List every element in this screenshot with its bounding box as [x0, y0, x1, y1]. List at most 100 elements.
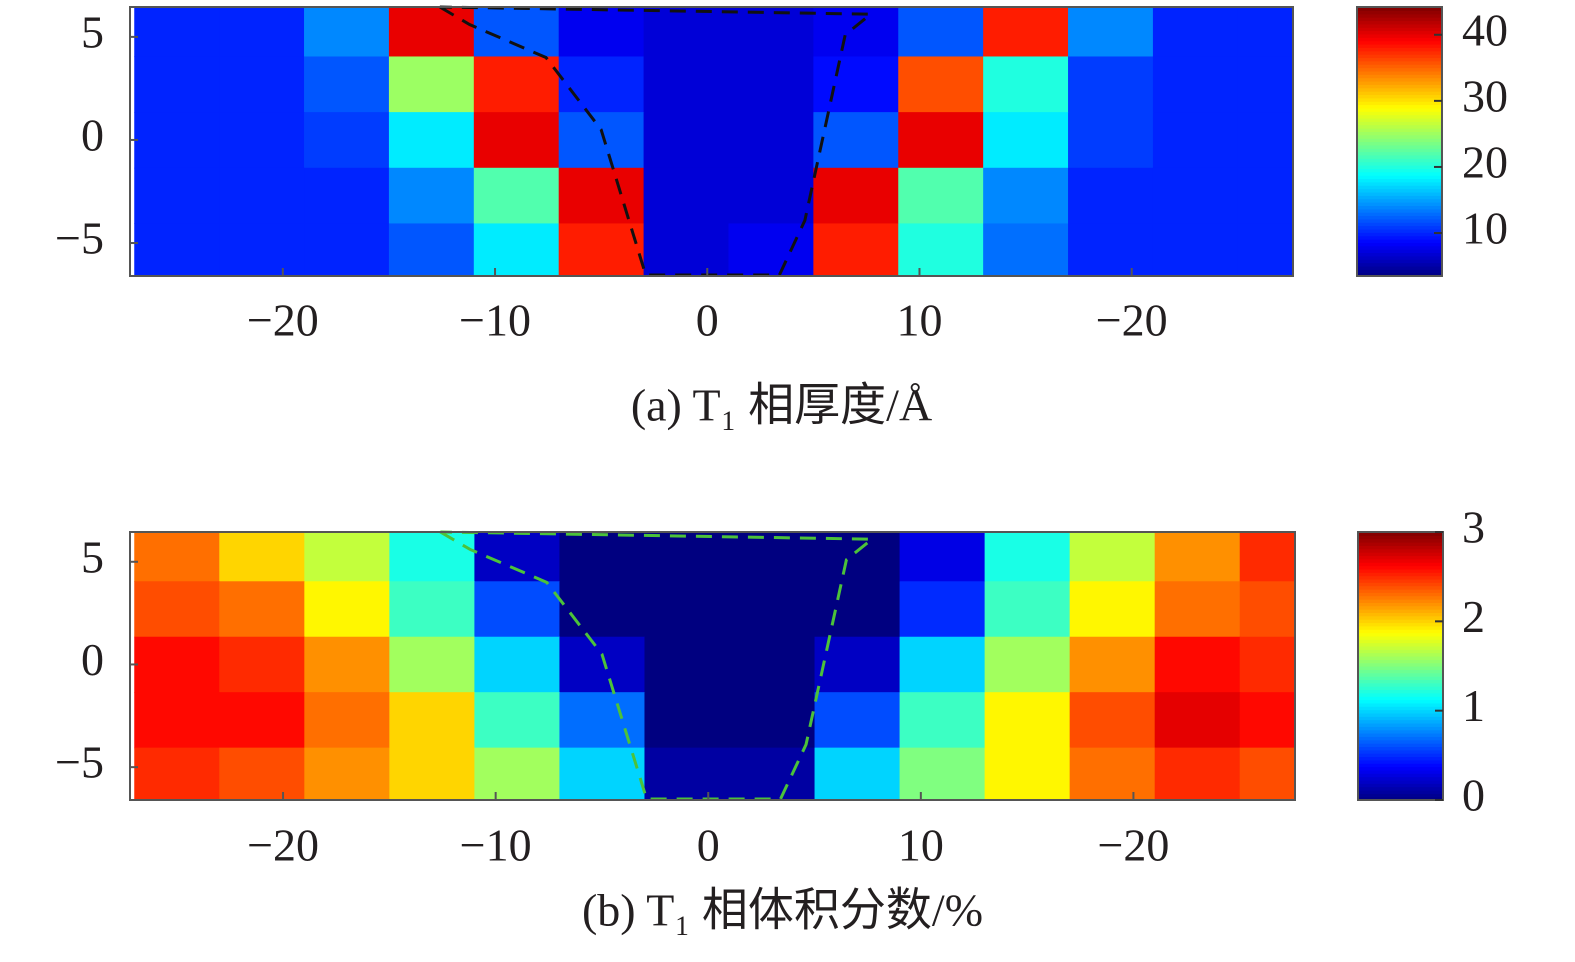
colorbar-step — [1358, 682, 1443, 687]
heatmap-cell — [1237, 112, 1293, 169]
colorbar-step — [1358, 763, 1443, 768]
colorbar-step — [1357, 202, 1442, 206]
heatmap-cell — [983, 167, 1069, 225]
heatmap-cell — [1069, 532, 1156, 582]
colorbar-step — [1358, 625, 1443, 630]
colorbar-step — [1358, 578, 1443, 583]
colorbar-step — [1357, 138, 1442, 143]
colorbar-step — [1358, 548, 1443, 553]
plot-frame — [129, 6, 1294, 277]
colorbar-step — [1358, 753, 1443, 758]
colorbar-step — [1358, 632, 1443, 637]
colorbar-step — [1358, 726, 1443, 731]
heatmap-cell — [304, 636, 390, 693]
heatmap-cell — [1239, 636, 1295, 693]
colorbar-step — [1357, 47, 1442, 52]
heatmap-cell — [219, 532, 305, 582]
heatmap-cell — [134, 112, 220, 169]
colorbar-step — [1358, 692, 1443, 697]
heatmap-cell — [558, 223, 645, 276]
heatmap-cell — [389, 532, 475, 582]
heatmap-cell — [729, 532, 816, 582]
colorbar-step — [1358, 602, 1443, 607]
heatmap-cell — [899, 581, 986, 638]
colorbar-step — [1358, 702, 1443, 707]
colorbar-step — [1357, 128, 1442, 133]
colorbar-step — [1358, 642, 1443, 647]
colorbar-step — [1357, 91, 1442, 96]
colorbar-step — [1358, 552, 1443, 557]
heatmap-cell — [304, 56, 390, 113]
heatmap-cell — [898, 56, 984, 113]
colorbar-step — [1357, 215, 1442, 220]
heatmap-cell — [304, 692, 390, 749]
heatmap-cell — [559, 636, 646, 693]
heatmap-cell — [1069, 636, 1156, 693]
heatmap-cell — [304, 7, 390, 58]
colorbar-step — [1358, 649, 1443, 654]
heatmap-cell — [134, 747, 220, 800]
heatmap-cell — [389, 581, 475, 638]
heatmap-cell — [813, 56, 899, 113]
x-tick-label: 0 — [696, 295, 719, 346]
x-tick-label: −10 — [460, 820, 532, 871]
heatmap-cell — [899, 747, 986, 800]
heatmap-cell — [728, 223, 814, 276]
colorbar-step — [1358, 676, 1443, 680]
heatmap-cell — [814, 532, 901, 582]
heatmap-cell — [813, 223, 899, 276]
colorbar-step — [1357, 144, 1442, 149]
colorbar-step — [1357, 171, 1442, 176]
colorbar-step — [1357, 64, 1442, 69]
colorbar-step — [1358, 679, 1443, 684]
colorbar-step — [1358, 555, 1443, 560]
colorbar-step — [1358, 588, 1443, 593]
heatmap-cell — [219, 692, 305, 749]
heatmap-cell — [813, 167, 899, 225]
colorbar-step — [1358, 699, 1443, 704]
colorbar-step — [1357, 151, 1442, 156]
heatmap-cell — [898, 223, 984, 276]
colorbar-step — [1357, 165, 1442, 169]
colorbar-step — [1357, 265, 1442, 270]
colorbar-step — [1357, 181, 1442, 186]
colorbar-step — [1357, 27, 1442, 32]
heatmap-cell — [1152, 56, 1239, 113]
heatmap-cell — [814, 581, 901, 638]
x-tick-label: −20 — [247, 820, 319, 871]
heatmap-cell — [1237, 7, 1293, 58]
colorbar-step — [1357, 7, 1442, 11]
colorbar-step — [1358, 572, 1443, 577]
colorbar-step — [1358, 786, 1443, 791]
colorbar-step — [1358, 585, 1443, 590]
colorbar-step — [1358, 545, 1443, 550]
heatmap-cell — [1068, 56, 1154, 113]
heatmap-cell — [984, 692, 1071, 749]
colorbar-step — [1358, 666, 1443, 670]
colorbar-step — [1357, 114, 1442, 119]
heatmap-cell — [134, 692, 220, 749]
heatmap-cell — [388, 112, 475, 169]
colorbar-step — [1357, 67, 1442, 72]
heatmap-cell — [388, 223, 475, 276]
heatmap-cell — [558, 112, 645, 169]
heatmap-cell — [898, 167, 984, 225]
heatmap-cell — [728, 167, 814, 225]
heatmap-cell — [1152, 112, 1239, 169]
colorbar-step — [1358, 756, 1443, 761]
colorbar-tick-label: 10 — [1462, 203, 1508, 254]
colorbar-tick-label: 1 — [1462, 680, 1485, 731]
y-tick-label: 0 — [81, 110, 104, 161]
colorbar-step — [1357, 10, 1442, 15]
colorbar-step — [1358, 659, 1443, 664]
colorbar-step — [1357, 242, 1442, 247]
colorbar-step — [1357, 104, 1442, 109]
heatmap-cell — [559, 532, 646, 582]
heatmap-cell — [388, 56, 475, 113]
heatmap-cell — [134, 581, 220, 638]
colorbar-step — [1358, 538, 1443, 543]
colorbar-step — [1357, 17, 1442, 22]
colorbar-step — [1358, 789, 1443, 794]
heatmap-cell — [304, 223, 390, 276]
colorbar-step — [1358, 629, 1443, 634]
